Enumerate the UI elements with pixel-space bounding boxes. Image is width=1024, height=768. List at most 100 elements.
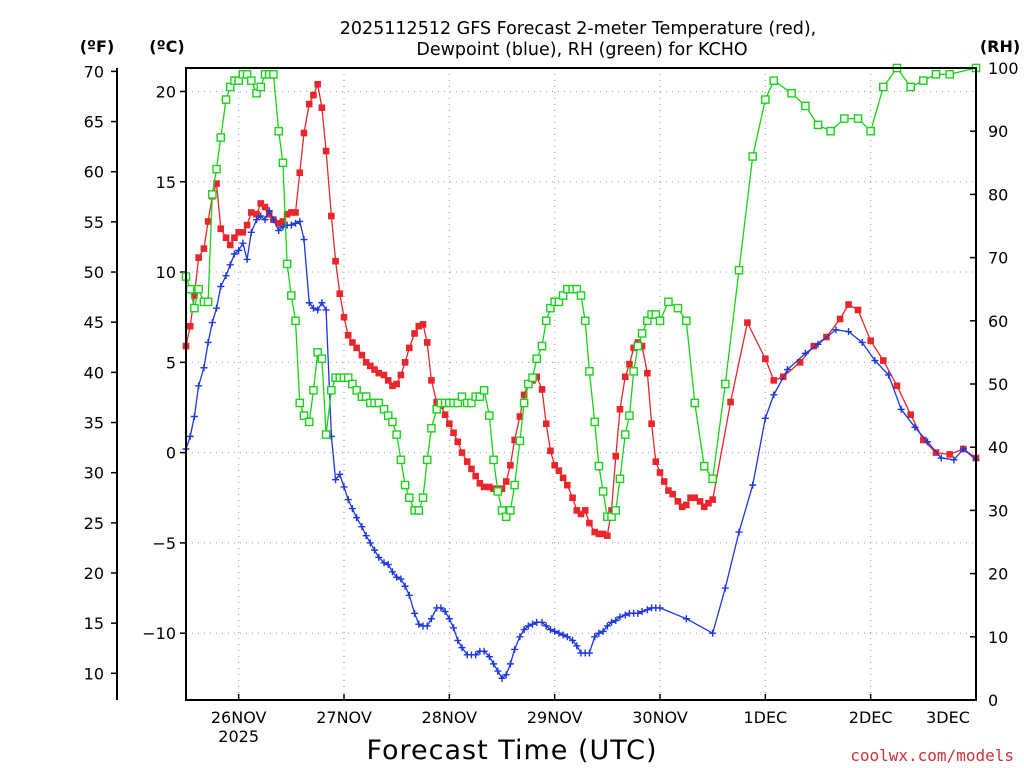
dewpoint-point (656, 604, 664, 612)
temperature-point (762, 355, 769, 363)
dewpoint-point (555, 629, 563, 637)
temperature-point (516, 413, 524, 420)
rh-point (216, 133, 226, 142)
x-axis-label: Forecast Time (UTC) (366, 735, 657, 766)
rh-unit-label: (RH) (980, 37, 1020, 56)
temperature-point (770, 377, 778, 384)
rh-point (203, 297, 213, 307)
temperature-point (222, 234, 230, 242)
dewpoint-point (749, 481, 757, 489)
temperature-point (415, 322, 423, 330)
dewpoint-point (261, 216, 269, 224)
temperature-point (480, 483, 488, 491)
rh-tick-label: 50 (988, 375, 1008, 394)
dewpoint-point (247, 228, 255, 236)
dewpoint-point (318, 299, 326, 307)
rh-point (761, 95, 770, 104)
temperature-point (450, 429, 457, 437)
rh-point (418, 493, 428, 503)
rh-point (826, 126, 835, 136)
temperature-point (401, 359, 409, 366)
temperature-point (893, 382, 901, 390)
dewpoint-point (380, 559, 388, 567)
rh-point (194, 284, 203, 294)
temperature-point (555, 467, 563, 474)
temperature-point (367, 362, 374, 370)
dewpoint-point (336, 470, 344, 478)
series-layer (181, 63, 981, 682)
x-tick-label: 28NOV (422, 708, 478, 727)
rh-point (853, 114, 863, 123)
rh-point (295, 398, 305, 408)
temperature-point (656, 469, 664, 476)
dewpoint-point (411, 609, 419, 617)
dewpoint-point (257, 212, 265, 220)
rh-point (625, 411, 634, 420)
x-tick-label: 1DEC (743, 708, 787, 727)
rh-tick-label: 70 (988, 249, 1008, 268)
fahrenheit-tick-label: 30 (84, 464, 104, 483)
dewpoint-point (897, 405, 905, 413)
rh-point (493, 487, 503, 496)
dewpoint-point (423, 622, 431, 630)
rh-point (945, 70, 954, 79)
dewpoint-point (490, 660, 498, 668)
dewpoint-point (405, 591, 413, 599)
fahrenheit-tick-label: 25 (84, 514, 104, 533)
temperature-point (200, 245, 208, 252)
rh-point (699, 461, 709, 471)
fahrenheit-tick-label: 20 (84, 564, 104, 583)
rh-point (787, 88, 796, 98)
dewpoint-point (296, 217, 304, 225)
rh-point (734, 265, 744, 275)
temperature-point (204, 218, 212, 225)
temperature-point (411, 330, 418, 337)
temperature-point (946, 451, 953, 458)
rh-point (247, 76, 256, 85)
temperature-point (257, 200, 265, 207)
x-tick-label: 3DEC (926, 708, 970, 727)
rh-point (633, 341, 643, 351)
temperature-point (468, 465, 475, 473)
celsius-tick-label: 15 (156, 173, 176, 192)
temperature-point (836, 315, 844, 323)
temperature-point (696, 498, 704, 505)
temperature-point (621, 373, 629, 381)
temperature-point (362, 359, 370, 366)
rh-point (629, 367, 638, 376)
rh-point (479, 386, 489, 395)
temperature-point (314, 80, 321, 88)
temperature-point (275, 219, 282, 227)
dewpoint-point (195, 382, 203, 390)
temperature-point (551, 461, 558, 469)
rh-point (427, 423, 436, 433)
dewpoint-point (814, 340, 822, 348)
temperature-point (644, 369, 651, 377)
temperature-point (573, 507, 581, 514)
x-tick-label: 30NOV (632, 708, 688, 727)
dewpoint-point (375, 553, 383, 561)
rh-point (374, 398, 384, 408)
rh-point (598, 487, 608, 496)
chart-subtitle: Dewpoint (blue), RH (green) for KCHO (416, 40, 747, 60)
rh-tick-label: 0 (988, 691, 998, 710)
temperature-point (310, 91, 317, 99)
dewpoint-point (344, 496, 352, 504)
plot-frame (185, 67, 977, 701)
temperature-point (669, 490, 676, 498)
dewpoint-point (634, 609, 642, 617)
rh-point (537, 341, 547, 351)
x-tick-label: 29NOV (527, 708, 583, 727)
dewpoint-point (924, 438, 932, 446)
temperature-point (581, 507, 589, 514)
rh-point (532, 354, 542, 364)
rh-tick-label: 20 (988, 565, 1008, 584)
temperature-point (353, 344, 360, 352)
dewpoint-point (721, 584, 729, 592)
dewpoint-point (445, 615, 453, 623)
dewpoint-point (911, 423, 919, 431)
dewpoint-point (559, 631, 567, 639)
dewpoint-point (529, 620, 537, 628)
dewpoint-point (599, 627, 607, 635)
